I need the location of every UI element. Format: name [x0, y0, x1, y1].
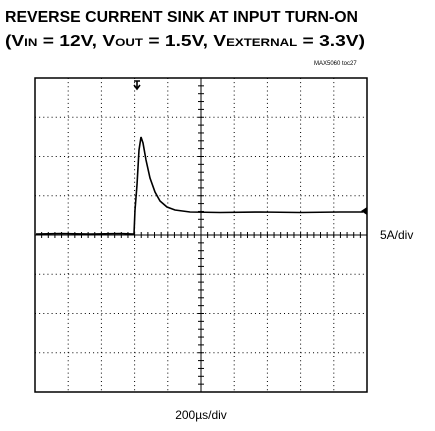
y-scale-label: 5A/div: [380, 228, 413, 242]
trigger-marker: [133, 80, 141, 91]
subscript: EXTERNAL: [226, 37, 297, 49]
subtitle-text: = 12V, V: [37, 33, 115, 50]
subtitle-text: = 1.5V, V: [143, 33, 226, 50]
x-scale-label: 200µs/div: [175, 408, 227, 422]
waveform: [35, 136, 363, 235]
subtitle-text: (V: [5, 33, 25, 50]
subscript: OUT: [115, 37, 143, 49]
annotation: MAX5060 toc27: [314, 61, 357, 67]
chart-subtitle: (V IN = 12V, V OUT = 1.5V, V EXTERNAL = 3.3…: [5, 33, 365, 50]
level-marker: [361, 207, 367, 215]
scope-screen: [34, 77, 368, 393]
chart-title: REVERSE CURRENT SINK AT INPUT TURN-ON: [5, 9, 358, 26]
subscript: IN: [24, 37, 37, 49]
subtitle-text: = 3.3V): [297, 33, 365, 50]
